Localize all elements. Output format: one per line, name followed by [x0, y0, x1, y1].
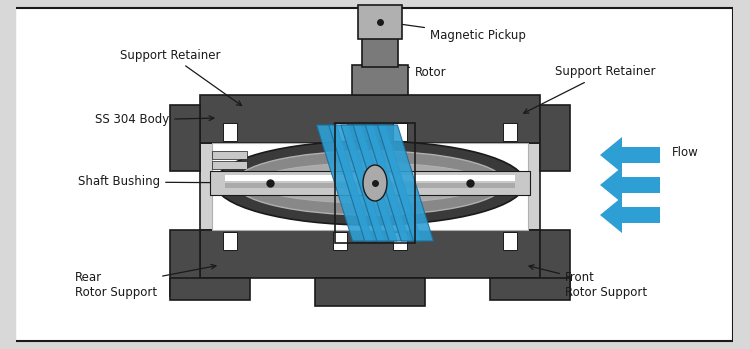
Bar — [210, 171, 530, 195]
Bar — [393, 123, 407, 141]
Text: Flow: Flow — [672, 146, 699, 158]
Text: Support Retainer: Support Retainer — [524, 66, 656, 113]
Bar — [620, 177, 660, 193]
Bar — [352, 65, 408, 95]
Ellipse shape — [363, 165, 387, 201]
Bar — [503, 123, 517, 141]
Bar — [212, 143, 528, 230]
Bar — [200, 230, 540, 278]
Text: Front
Rotor Support: Front Rotor Support — [529, 265, 647, 299]
Bar — [620, 207, 660, 223]
Text: Rear
Rotor Support: Rear Rotor Support — [75, 264, 216, 299]
Bar — [170, 278, 250, 300]
Bar — [333, 123, 347, 141]
Text: SS 304 Body: SS 304 Body — [95, 113, 214, 126]
Bar — [540, 105, 570, 171]
Polygon shape — [328, 125, 385, 241]
Bar — [225, 175, 515, 181]
Bar — [335, 123, 415, 243]
Bar — [170, 230, 200, 296]
Bar — [223, 123, 237, 141]
Bar — [225, 183, 515, 188]
Polygon shape — [316, 125, 373, 241]
Polygon shape — [377, 125, 433, 241]
Polygon shape — [600, 137, 622, 173]
Bar — [503, 232, 517, 250]
Bar — [200, 143, 540, 230]
Bar — [0, 0, 16, 349]
Polygon shape — [600, 197, 622, 233]
Bar — [170, 105, 200, 171]
Text: Shaft Bushing: Shaft Bushing — [78, 176, 266, 188]
Bar — [212, 161, 247, 169]
Bar — [362, 37, 398, 67]
Bar — [733, 0, 750, 349]
Text: Rotor: Rotor — [379, 60, 447, 79]
Ellipse shape — [235, 151, 505, 215]
Polygon shape — [600, 167, 622, 203]
Bar — [315, 278, 425, 306]
Bar — [620, 147, 660, 163]
Bar — [358, 5, 402, 39]
Bar — [393, 232, 407, 250]
Bar — [200, 95, 540, 143]
Bar — [212, 151, 247, 159]
Polygon shape — [353, 125, 409, 241]
Bar — [333, 232, 347, 250]
Text: Magnetic Pickup: Magnetic Pickup — [389, 21, 526, 42]
Bar — [540, 230, 570, 296]
Polygon shape — [365, 125, 422, 241]
Text: Support Retainer: Support Retainer — [120, 49, 242, 106]
Bar — [490, 278, 570, 300]
Ellipse shape — [215, 141, 525, 225]
Ellipse shape — [255, 163, 485, 203]
Polygon shape — [341, 125, 397, 241]
Bar — [223, 232, 237, 250]
